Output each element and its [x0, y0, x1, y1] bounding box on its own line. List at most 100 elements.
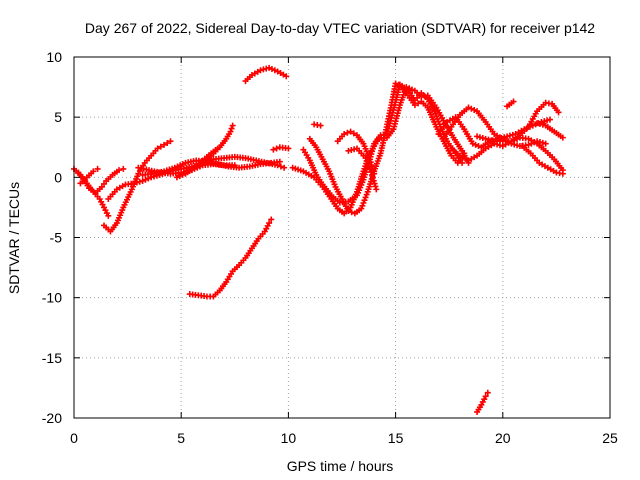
data-point [482, 393, 489, 400]
data-point [536, 120, 543, 127]
x-axis-label: GPS time / hours [287, 458, 394, 474]
data-point [161, 141, 168, 148]
data-point [372, 183, 379, 190]
x-tick-label: 5 [177, 430, 185, 446]
series-arc-w [504, 98, 517, 110]
data-point [367, 159, 374, 166]
data-point [392, 80, 399, 87]
series-arc-g [139, 157, 283, 178]
data-points [71, 64, 566, 415]
data-point [358, 205, 365, 212]
y-tick-label: -10 [42, 290, 62, 306]
series-arc-j [242, 64, 290, 85]
data-point [366, 156, 373, 163]
data-point [360, 200, 367, 207]
data-point [459, 159, 466, 166]
data-point [276, 158, 283, 165]
data-point [366, 166, 373, 173]
data-point [90, 168, 97, 175]
data-point [273, 145, 280, 152]
series-arc-l [270, 144, 292, 153]
data-point [365, 163, 372, 170]
data-point [154, 145, 161, 152]
data-point [347, 128, 354, 135]
data-point [488, 137, 495, 144]
data-point [479, 135, 486, 142]
ticks: 0 5 10 15 20 25 -20 -15 -10 -5 0 5 10 [42, 49, 618, 446]
data-point [341, 131, 348, 138]
data-point [266, 220, 273, 227]
data-point [370, 177, 377, 184]
data-point [476, 134, 483, 141]
data-point [504, 133, 511, 140]
data-point [136, 178, 143, 185]
data-point [367, 169, 374, 176]
series-arc-x [519, 143, 566, 177]
x-tick-label: 20 [495, 430, 511, 446]
data-point [415, 100, 422, 107]
data-point [344, 129, 351, 136]
y-tick-label: -5 [50, 230, 63, 246]
data-point [345, 208, 352, 215]
data-point [350, 130, 357, 137]
data-point [461, 150, 468, 157]
data-point [514, 142, 521, 149]
data-point [362, 155, 369, 162]
series-arc-p [311, 121, 324, 129]
data-point [133, 179, 140, 186]
data-point [157, 143, 164, 150]
data-point [369, 174, 376, 181]
data-point [94, 165, 101, 172]
data-point [227, 128, 234, 135]
series-arc-q [334, 128, 378, 177]
grid [74, 57, 610, 418]
data-point [101, 180, 108, 187]
data-point [363, 191, 370, 198]
data-point [105, 212, 112, 219]
data-point [363, 157, 370, 164]
series-arc-v [474, 133, 566, 174]
data-point [395, 81, 402, 88]
series-arc-r [345, 145, 380, 193]
data-point [167, 138, 174, 145]
data-point [541, 118, 548, 125]
data-point [317, 122, 324, 129]
series-arc-y [534, 120, 566, 141]
data-point [484, 389, 491, 396]
data-point [555, 109, 562, 116]
series-arc-z [474, 389, 491, 415]
data-point [362, 194, 369, 201]
data-point [559, 170, 566, 177]
x-tick-label: 10 [281, 430, 297, 446]
y-tick-label: 10 [46, 49, 62, 65]
data-point [116, 167, 123, 174]
data-point [228, 125, 235, 132]
data-point [260, 66, 267, 73]
data-point [485, 136, 492, 143]
data-point [283, 73, 290, 80]
data-point [510, 98, 517, 105]
data-point [351, 146, 358, 153]
x-tick-label: 25 [602, 430, 618, 446]
data-point [348, 147, 355, 154]
data-point [348, 209, 355, 216]
x-tick-label: 0 [70, 430, 78, 446]
data-point [229, 122, 236, 129]
data-point [361, 197, 368, 204]
data-point [539, 121, 546, 128]
series-arc-b [75, 165, 127, 196]
data-point [474, 133, 481, 140]
data-point [263, 65, 270, 72]
data-point [281, 164, 288, 171]
data-point [285, 145, 292, 152]
x-tick-label: 15 [388, 430, 404, 446]
data-point [544, 117, 551, 124]
data-point [131, 180, 138, 187]
data-point [164, 140, 171, 147]
y-tick-label: -15 [42, 350, 62, 366]
data-point [542, 140, 549, 147]
data-point [371, 180, 378, 187]
data-point [345, 147, 352, 154]
data-point [214, 145, 221, 152]
